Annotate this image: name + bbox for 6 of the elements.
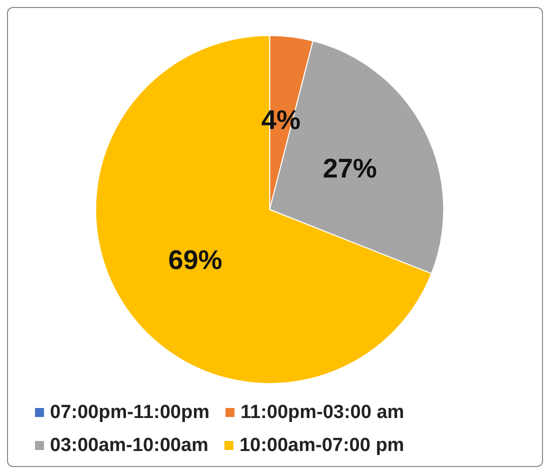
data-label: 69% — [168, 245, 222, 276]
legend-label: 10:00am-07:00 pm — [239, 435, 404, 456]
legend-label: 07:00pm-11:00pm — [50, 402, 210, 423]
data-label: 27% — [322, 154, 377, 184]
legend-label: 11:00pm-03:00 am — [240, 402, 404, 423]
legend-label: 03:00am-10:00am — [50, 435, 208, 456]
